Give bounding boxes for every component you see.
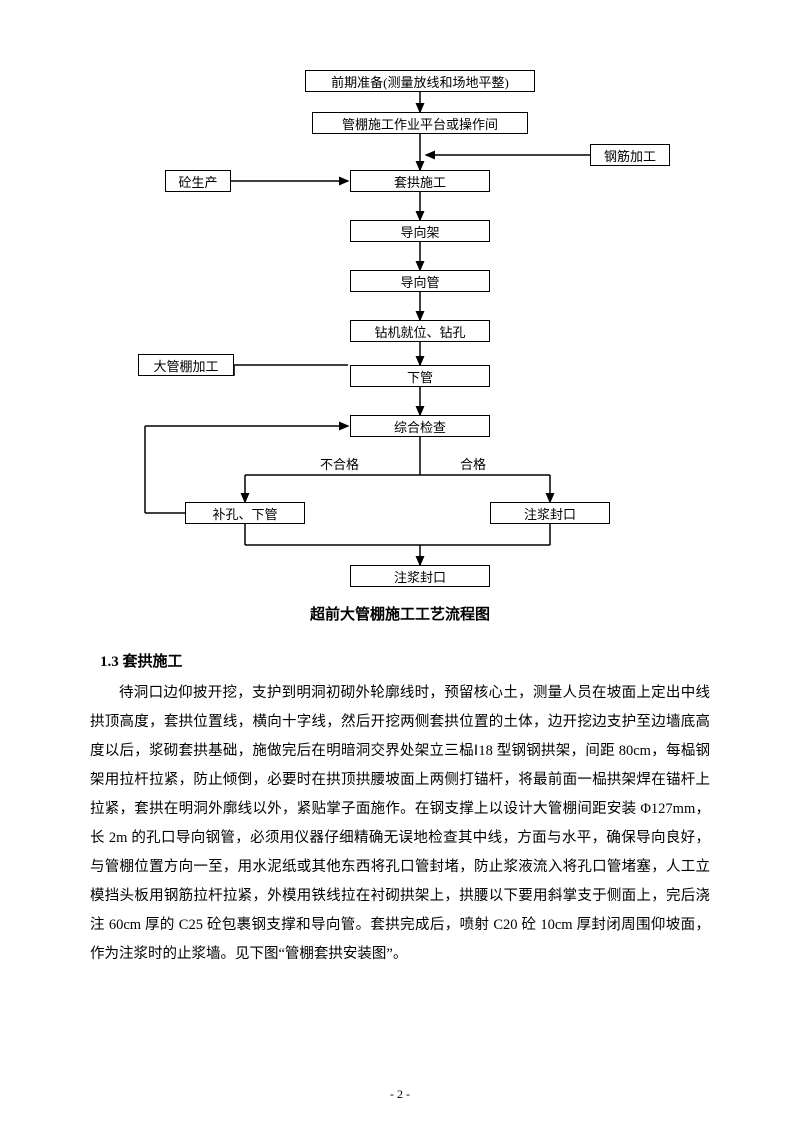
node-final-seal: 注浆封口 [350, 565, 490, 587]
node-platform: 管棚施工作业平台或操作间 [312, 112, 528, 134]
node-prep: 前期准备(测量放线和场地平整) [305, 70, 535, 92]
node-grout-seal: 注浆封口 [490, 502, 610, 524]
node-guide-pipe: 导向管 [350, 270, 490, 292]
node-guide-frame: 导向架 [350, 220, 490, 242]
flowchart-container: 前期准备(测量放线和场地平整) 管棚施工作业平台或操作间 钢筋加工 砼生产 套拱… [90, 70, 710, 630]
node-pipe-side: 大管棚加工 [138, 354, 234, 376]
node-drill: 钻机就位、钻孔 [350, 320, 490, 342]
node-lower-pipe: 下管 [350, 365, 490, 387]
node-steel-side: 钢筋加工 [590, 144, 670, 166]
node-inspect: 综合检查 [350, 415, 490, 437]
page-number: - 2 - [0, 1087, 800, 1102]
label-fail: 不合格 [320, 454, 359, 473]
label-pass: 合格 [460, 454, 486, 473]
node-concrete-side: 砼生产 [165, 170, 231, 192]
node-arch: 套拱施工 [350, 170, 490, 192]
section-body: 待洞口边仰披开挖，支护到明洞初砌外轮廓线时，预留核心土，测量人员在坡面上定出中线… [90, 679, 710, 969]
flowchart-caption: 超前大管棚施工工艺流程图 [90, 603, 710, 624]
node-fix-hole: 补孔、下管 [185, 502, 305, 524]
section-title: 1.3 套拱施工 [100, 650, 710, 671]
